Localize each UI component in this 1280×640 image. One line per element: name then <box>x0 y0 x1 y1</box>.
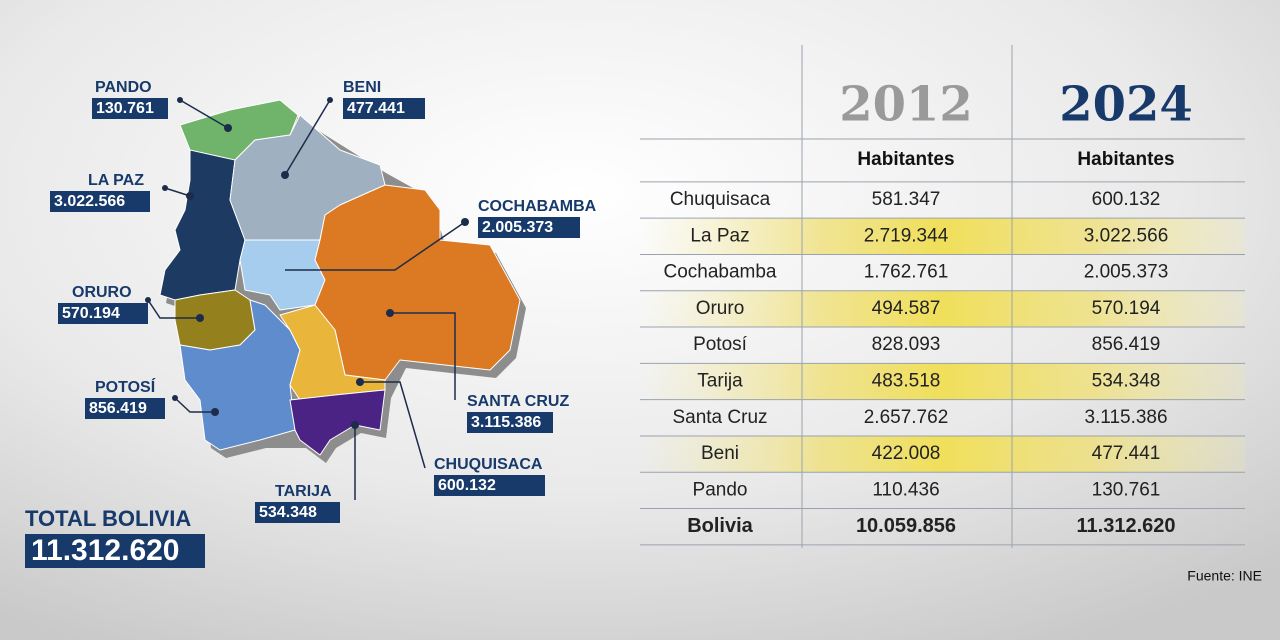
population-cell: 2.005.373 <box>1084 262 1169 283</box>
department-cell: Tarija <box>697 371 743 392</box>
leader-line <box>285 221 466 271</box>
value-box <box>85 398 165 419</box>
column-header: Habitantes <box>1077 149 1174 170</box>
leader-line <box>390 312 456 400</box>
leader-line <box>164 187 191 197</box>
leader-dot <box>356 378 364 386</box>
department-cell: Beni <box>701 443 739 464</box>
region-value: 2.005.373 <box>482 219 553 236</box>
region-name: TARIJA <box>275 483 332 500</box>
value-box <box>434 475 545 496</box>
leader-dot <box>224 124 232 132</box>
population-cell: 856.419 <box>1092 334 1161 355</box>
region-value: 477.441 <box>347 100 405 117</box>
leader-dot <box>386 309 394 317</box>
leader-dot <box>281 171 289 179</box>
leader-dot <box>172 395 178 401</box>
population-cell: 483.518 <box>872 371 941 392</box>
region-name: POTOSÍ <box>95 377 156 396</box>
region-name: CHUQUISACA <box>434 456 543 473</box>
value-box <box>467 412 553 433</box>
leader-line <box>174 397 215 413</box>
region-name: ORURO <box>72 284 132 301</box>
population-cell: 2.719.344 <box>864 225 949 246</box>
department-cell: Santa Cruz <box>672 407 767 428</box>
leader-dot <box>196 314 204 322</box>
leader-dot <box>327 97 333 103</box>
leader-line <box>360 381 426 469</box>
region-name: SANTA CRUZ <box>467 393 569 410</box>
year-heading: 2012 <box>839 77 973 133</box>
population-cell: 3.115.386 <box>1084 407 1167 428</box>
region-name: COCHABAMBA <box>478 198 597 215</box>
total-cell: Bolivia <box>687 515 753 537</box>
population-cell: 130.761 <box>1092 479 1161 500</box>
value-box <box>478 217 580 238</box>
leader-line <box>147 299 200 319</box>
population-cell: 828.093 <box>872 334 941 355</box>
region-value: 534.348 <box>259 504 317 521</box>
region-value: 600.132 <box>438 477 496 494</box>
leader-dot <box>461 218 469 226</box>
leader-line <box>179 99 229 129</box>
column-header: Habitantes <box>857 149 954 170</box>
source-note: Fuente: INE <box>1187 568 1262 584</box>
population-cell: 110.436 <box>872 479 939 500</box>
region-oruro <box>174 289 256 351</box>
region-value: 3.022.566 <box>54 193 125 210</box>
region-name: BENI <box>343 79 381 96</box>
map-labels: PANDO 130.761 BENI 477.441 LA PAZ 3.022.566 CO… <box>25 79 597 568</box>
total-cell: 11.312.620 <box>1077 515 1176 537</box>
value-box <box>58 303 148 324</box>
value-box <box>343 98 425 119</box>
row-highlight <box>640 435 1245 473</box>
row-highlight <box>640 218 1245 255</box>
map <box>159 99 526 463</box>
row-highlight <box>640 363 1245 400</box>
region-santa-cruz <box>314 184 521 381</box>
row-highlight <box>640 290 1245 328</box>
total-cell: 10.059.856 <box>856 515 956 537</box>
region-value: 130.761 <box>96 100 154 117</box>
population-cell: 2.657.762 <box>864 407 949 428</box>
department-cell: La Paz <box>690 225 749 246</box>
value-box <box>255 502 340 523</box>
population-table: 2012 Habitantes 2024 Habitantes Chuquisaca 58… <box>640 45 1262 584</box>
total-label: TOTAL BOLIVIA <box>25 506 191 531</box>
leader-dot <box>177 97 183 103</box>
year-heading: 2024 <box>1059 77 1193 133</box>
department-cell: Oruro <box>696 298 745 319</box>
region-name: PANDO <box>95 79 152 96</box>
total-value: 11.312.620 <box>31 534 180 567</box>
population-cell: 581.347 <box>872 189 941 210</box>
region-value: 3.115.386 <box>471 414 541 431</box>
leader-dot <box>352 422 358 428</box>
population-cell: 1.762.761 <box>864 262 949 283</box>
population-cell: 570.194 <box>1092 298 1161 319</box>
department-cell: Pando <box>693 479 748 500</box>
region-value: 570.194 <box>62 305 120 322</box>
region-value: 856.419 <box>89 400 147 417</box>
value-box <box>92 98 168 119</box>
population-cell: 477.441 <box>1092 443 1161 464</box>
leader-dot <box>211 408 219 416</box>
region-name: LA PAZ <box>88 172 144 189</box>
leader-dot <box>145 297 151 303</box>
population-cell: 494.587 <box>872 298 941 319</box>
department-cell: Cochabamba <box>663 262 776 283</box>
population-cell: 534.348 <box>1092 371 1161 392</box>
total-box <box>25 534 205 568</box>
leader-dot <box>186 192 194 200</box>
leader-line <box>284 99 331 176</box>
department-cell: Potosí <box>693 334 748 355</box>
population-cell: 422.008 <box>872 443 941 464</box>
population-cell: 3.022.566 <box>1084 225 1169 246</box>
leader-dot <box>162 185 168 191</box>
department-cell: Chuquisaca <box>670 189 771 210</box>
region-tarija <box>289 389 386 456</box>
value-box <box>50 191 150 212</box>
population-cell: 600.132 <box>1092 189 1161 210</box>
